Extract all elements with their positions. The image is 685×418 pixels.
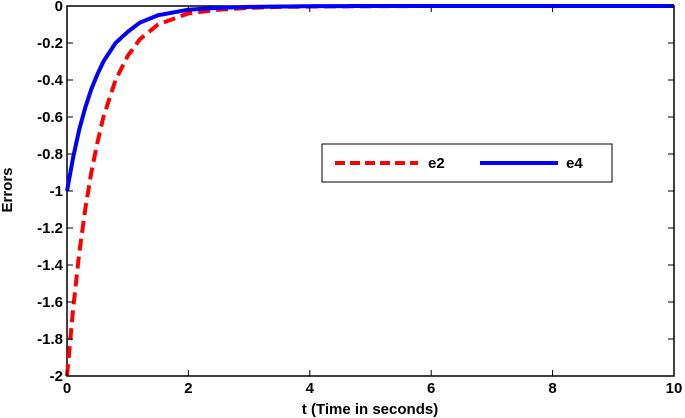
y-tick-label: -1.2	[37, 220, 63, 237]
y-tick-label: 0	[55, 0, 63, 15]
x-tick-label: 10	[666, 380, 683, 397]
y-axis: 0 -0.2 -0.4 -0.6 -0.8 -1 -1.2 -1.4 -1.6 -1.8 -2	[37, 0, 674, 385]
x-axis-label: t (Time in seconds)	[302, 401, 438, 418]
legend-label-e4: e4	[566, 155, 583, 172]
y-tick-label: -0.2	[37, 35, 63, 52]
y-tick-label: -0.8	[37, 146, 63, 163]
plot-area	[66, 5, 675, 377]
series-line-e4	[65, 4, 675, 192]
x-tick-label: 4	[306, 380, 315, 397]
y-tick-label: -1.6	[37, 294, 63, 311]
y-tick-label: -0.4	[37, 72, 64, 89]
y-tick-label: -1.4	[37, 257, 64, 274]
y-axis-label: Errors	[0, 167, 16, 212]
x-tick-label: 8	[548, 380, 556, 397]
legend: e2 e4	[321, 143, 613, 183]
x-tick-label: 6	[427, 380, 435, 397]
y-tick-label: -1.8	[37, 331, 63, 348]
legend-label-e2: e2	[428, 155, 445, 172]
x-tick-label: 0	[63, 380, 71, 397]
x-tick-label: 2	[184, 380, 192, 397]
series-layer	[65, 4, 675, 377]
y-tick-label: -2	[50, 368, 63, 385]
y-tick-label: -1	[50, 183, 63, 200]
y-tick-label: -0.6	[37, 109, 63, 126]
x-axis: 0 2 4 6 8 10	[63, 6, 683, 397]
